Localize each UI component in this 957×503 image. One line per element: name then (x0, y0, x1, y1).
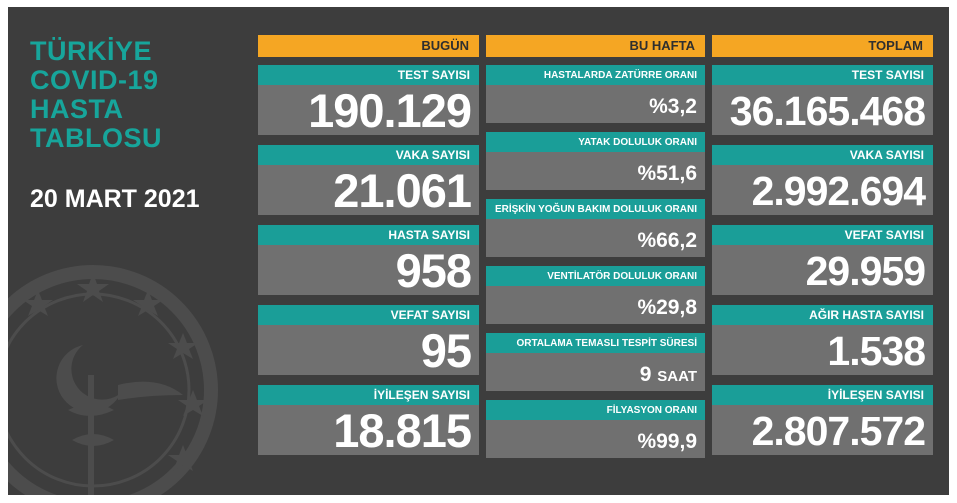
week-column: BU HAFTA HASTALARDA ZATÜRRE ORANI %3,2 Y… (486, 35, 705, 465)
stat-card: TEST SAYISI 36.165.468 (712, 65, 933, 135)
stat-value: 29.959 (712, 245, 933, 295)
rate-card: VENTİLATÖR DOLULUK ORANI %29,8 (486, 266, 705, 324)
rate-value: %51,6 (486, 152, 705, 190)
stat-value: 2.992.694 (712, 165, 933, 215)
rate-value: %3,2 (486, 85, 705, 123)
stat-value: 2.807.572 (712, 405, 933, 455)
stat-card: VAKA SAYISI 21.061 (258, 145, 479, 217)
rate-label: YATAK DOLULUK ORANI (486, 132, 705, 152)
stat-card: VEFAT SAYISI 29.959 (712, 225, 933, 295)
rate-number: 9 (639, 363, 652, 386)
stat-card: AĞIR HASTA SAYISI 1.538 (712, 305, 933, 375)
stat-value: 958 (258, 245, 479, 297)
rate-card: ORTALAMA TEMASLI TESPİT SÜRESİ 9 SAAT (486, 333, 705, 391)
today-column: BUGÜN TEST SAYISI 190.129 VAKA SAYISI 21… (258, 35, 479, 465)
stat-card: İYİLEŞEN SAYISI 2.807.572 (712, 385, 933, 455)
rate-card: HASTALARDA ZATÜRRE ORANI %3,2 (486, 65, 705, 123)
rate-card: ERİŞKİN YOĞUN BAKIM DOLULUK ORANI %66,2 (486, 199, 705, 257)
rate-card: YATAK DOLULUK ORANI %51,6 (486, 132, 705, 190)
rate-value: 9 SAAT (486, 353, 705, 391)
rate-label: FİLYASYON ORANI (486, 400, 705, 420)
stat-label: TEST SAYISI (258, 65, 479, 85)
stat-label: AĞIR HASTA SAYISI (712, 305, 933, 325)
week-header: BU HAFTA (486, 35, 705, 57)
covid-table-board: TÜRKİYE COVID-19 HASTA TABLOSU 20 MART 2… (8, 7, 949, 495)
title-line: TABLOSU (30, 123, 162, 153)
stat-label: VAKA SAYISI (258, 145, 479, 165)
title-line: TÜRKİYE (30, 36, 153, 66)
title-line: HASTA (30, 94, 124, 124)
rate-card: FİLYASYON ORANI %99,9 (486, 400, 705, 458)
stat-value: 190.129 (258, 85, 479, 137)
stat-label: VAKA SAYISI (712, 145, 933, 165)
stat-label: VEFAT SAYISI (712, 225, 933, 245)
rate-label: VENTİLATÖR DOLULUK ORANI (486, 266, 705, 286)
stat-label: İYİLEŞEN SAYISI (712, 385, 933, 405)
rate-value: %99,9 (486, 420, 705, 458)
stat-label: İYİLEŞEN SAYISI (258, 385, 479, 405)
ministry-emblem-icon (8, 265, 218, 495)
stat-label: VEFAT SAYISI (258, 305, 479, 325)
rate-value: %29,8 (486, 286, 705, 324)
report-date: 20 MART 2021 (30, 185, 200, 213)
rate-label: ERİŞKİN YOĞUN BAKIM DOLULUK ORANI (486, 199, 705, 219)
total-column: TOPLAM TEST SAYISI 36.165.468 VAKA SAYIS… (712, 35, 933, 465)
stat-card: İYİLEŞEN SAYISI 18.815 (258, 385, 479, 457)
stat-card: HASTA SAYISI 958 (258, 225, 479, 297)
stat-card: VAKA SAYISI 2.992.694 (712, 145, 933, 215)
stat-value: 18.815 (258, 405, 479, 457)
rate-value: %66,2 (486, 219, 705, 257)
stat-label: TEST SAYISI (712, 65, 933, 85)
rate-label: ORTALAMA TEMASLI TESPİT SÜRESİ (486, 333, 705, 353)
page-title: TÜRKİYE COVID-19 HASTA TABLOSU (30, 37, 162, 153)
stat-value: 95 (258, 325, 479, 377)
stat-card: TEST SAYISI 190.129 (258, 65, 479, 137)
stat-value: 21.061 (258, 165, 479, 217)
stat-label: HASTA SAYISI (258, 225, 479, 245)
rate-label: HASTALARDA ZATÜRRE ORANI (486, 65, 705, 85)
total-header: TOPLAM (712, 35, 933, 57)
rate-unit: SAAT (657, 368, 697, 385)
stat-value: 36.165.468 (712, 85, 933, 135)
today-header: BUGÜN (258, 35, 479, 57)
stat-card: VEFAT SAYISI 95 (258, 305, 479, 377)
stat-value: 1.538 (712, 325, 933, 375)
title-line: COVID-19 (30, 65, 159, 95)
